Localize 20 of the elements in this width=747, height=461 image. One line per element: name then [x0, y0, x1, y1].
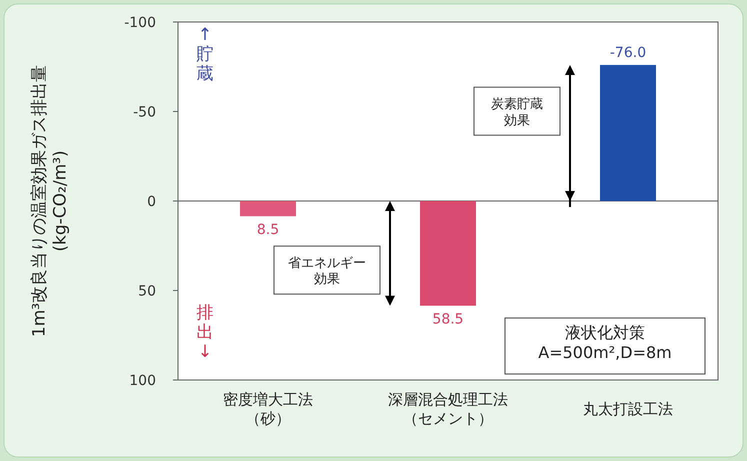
bar: [420, 201, 476, 306]
annotation: ↑貯蔵: [196, 25, 214, 84]
data-label: -76.0: [610, 44, 646, 61]
data-label: 58.5: [432, 312, 464, 328]
bar: [600, 64, 656, 201]
annotation: 省エネルギー効果: [288, 256, 366, 288]
y-axis-title: 1m³改良当りの温室効果ガス排出量 (kg-CO₂/m³): [29, 64, 71, 338]
y-tick-label: -50: [133, 104, 156, 120]
y-tick-label: 100: [129, 373, 156, 389]
x-tick-label: 密度増大工法（砂）: [223, 390, 313, 428]
y-tick-label: 50: [138, 284, 156, 300]
x-tick-label: 深層混合処理工法（セメント）: [388, 390, 508, 428]
annotation: 排出↓: [196, 303, 214, 362]
data-label: 8.5: [256, 222, 280, 238]
bar: [240, 201, 296, 216]
y-tick-label: -100: [124, 15, 156, 31]
annotation: 炭素貯蔵効果: [491, 97, 543, 128]
y-tick-label: 0: [147, 194, 156, 210]
x-tick-label: 丸太打設工法: [583, 400, 673, 418]
annotation: 液状化対策 A=500m²,D=8m: [538, 323, 672, 362]
